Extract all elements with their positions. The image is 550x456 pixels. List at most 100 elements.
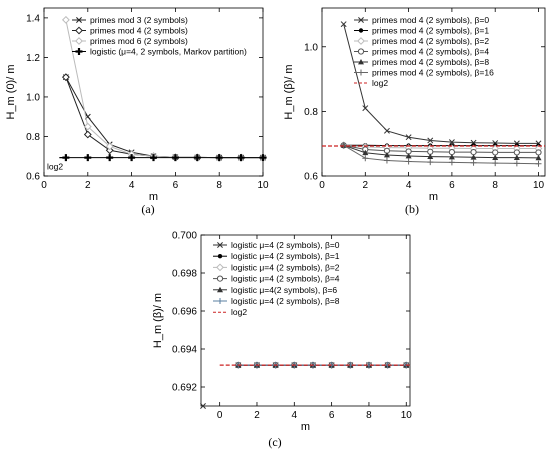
x-tick-label: 10 [533,180,545,191]
marker-plus [535,160,542,167]
marker-x [217,242,223,248]
series-line [65,76,263,159]
marker-dot [217,254,223,259]
marker-plus-bold [128,154,136,162]
x-tick-label: 2 [363,180,369,191]
marker-diamond [83,122,92,131]
marker-x [448,139,455,146]
marker-triangle [492,154,499,160]
marker-diamond [61,15,70,24]
x-tick-label: 4 [406,180,412,191]
marker-diamond [105,142,114,151]
x-tick-label: 8 [216,180,222,191]
legend-entry: primes mod 4 (2 symbols), β=2 [372,36,489,46]
legend-entry: primes mod 4 (2 symbols) [90,26,188,36]
marker-x [362,105,369,112]
marker-diamond [61,73,70,82]
x-tick-label: 4 [292,410,298,421]
marker-triangle [513,154,520,160]
marker-circle [448,148,456,156]
marker-diamond [357,37,365,45]
marker-circle [357,48,365,55]
x-tick-label: 4 [129,180,135,191]
marker-plus [448,159,455,166]
x-axis-label: m [301,421,310,433]
marker-triangle [383,152,390,158]
x-tick-label: 10 [257,180,269,191]
legend-entry: logistic μ=4 (2 symbols), β=8 [231,296,340,306]
legend-entry: logistic μ=4(2 symbols), β=6 [231,285,337,295]
series-line [343,24,539,144]
x-tick-label: 8 [366,410,372,421]
marker-plus-bold [171,154,179,162]
plot-frame [43,7,264,177]
x-tick-label: 2 [85,180,91,191]
y-tick-label: 1.4 [26,13,40,24]
marker-x [200,403,206,409]
marker-plus [383,157,390,164]
series-line [343,144,539,165]
legend-entry: logistic (μ=4, 2 symbols, Markov partiti… [90,47,247,57]
y-axis-label: H_m (β)/ m [152,293,164,348]
y-axis-label: H_m (β)/ m [283,64,295,119]
marker-triangle [217,286,223,293]
series-3 [62,154,267,162]
y-tick-label: 0.6 [26,172,40,183]
marker-plus [358,69,364,76]
legend-entry: primes mod 4 (2 symbols), β=8 [372,57,489,67]
legend-entry: primes mod 4 (2 symbols), β=1 [372,26,489,36]
marker-plus [492,160,499,167]
x-tick-label: 0 [217,410,223,421]
series-1 [61,73,267,162]
x-axis-label: m [429,191,438,203]
legend-entry: log2 [231,307,247,317]
marker-triangle [427,153,434,160]
y-tick-label: 0.696 [172,307,197,318]
y-tick-label: 0.700 [172,231,197,242]
marker-diamond [216,263,224,272]
y-tick-label: 1.2 [26,53,40,64]
marker-plus [362,155,369,162]
marker-circle [513,149,520,156]
marker-diamond [75,26,83,35]
marker-diamond [105,146,114,155]
series-5 [340,142,542,167]
x-tick-label: 8 [492,180,498,191]
panel-caption: (c) [268,435,281,449]
marker-triangle [405,152,412,159]
legend-entry: primes mod 4 (2 symbols), β=4 [372,47,489,57]
marker-plus-bold [106,154,114,162]
series-line [65,77,263,159]
y-tick-label: 0.8 [26,132,40,143]
series-4 [340,142,542,161]
marker-plus [405,158,412,165]
marker-x [76,17,82,23]
panel-b: 0 2 4 6 8 10 0.6 0.8 1.0 m H_m (β)/ m primes mod 4 … [283,7,546,216]
plot-frame [321,7,546,177]
marker-x [427,137,434,144]
x-tick-label: 6 [449,180,455,191]
marker-circle [535,149,542,156]
marker-dot [358,28,364,33]
panel-caption: (a) [141,202,154,216]
legend-entry: primes mod 4 (2 symbols), β=16 [372,68,494,78]
y-tick-label: 1.0 [304,42,318,53]
marker-plus-bold [75,48,83,55]
marker-plus-bold [259,154,267,162]
marker-diamond [75,37,83,45]
legend-entry: primes mod 4 (2 symbols), β=0 [372,15,489,25]
legend-entry: primes mod 6 (2 symbols) [90,36,188,46]
marker-triangle [358,59,364,65]
plot-frame [200,234,411,407]
x-tick-label: 6 [329,410,335,421]
marker-circle [427,148,434,155]
x-tick-label: 10 [401,410,413,421]
y-axis-label: H_m (0)/ m [5,65,17,120]
marker-plus [513,160,520,167]
marker-plus-bold [193,154,201,162]
marker-triangle [470,154,477,160]
marker-plus-bold [150,154,157,162]
